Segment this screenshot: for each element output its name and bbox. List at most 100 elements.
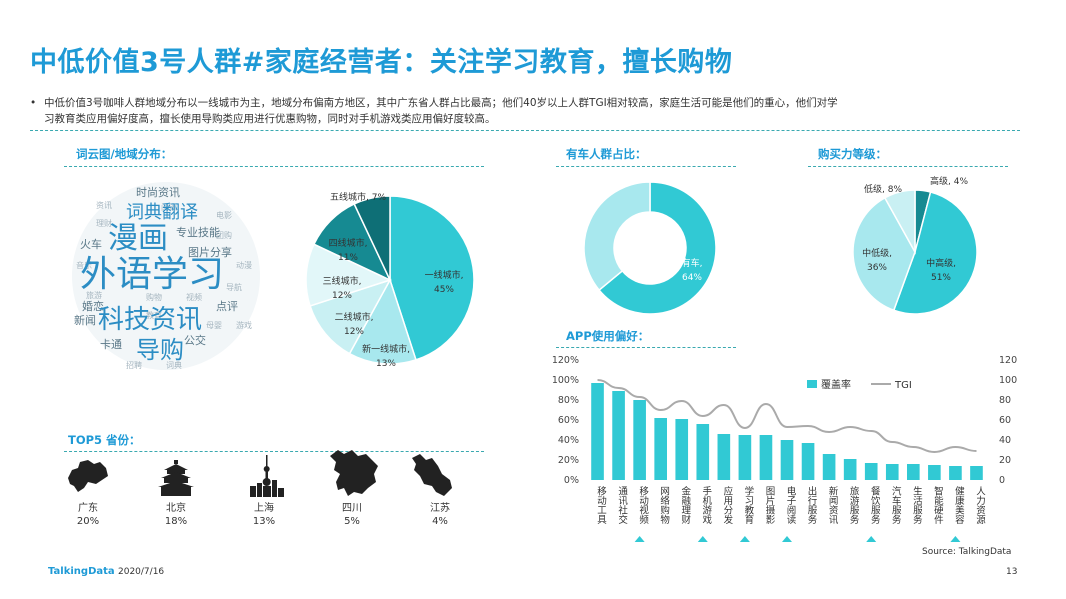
pie-slice [852, 196, 916, 312]
wordcloud-word: 卡通 [100, 338, 122, 351]
wordcloud-word: 词典 [166, 360, 182, 370]
jiangsu-map-icon [412, 454, 452, 496]
section-title-top5: TOP5 省份： [68, 433, 141, 447]
wordcloud-word: 资讯 [96, 200, 112, 210]
coverage-bar [864, 463, 878, 480]
x-tick-label: 金融理财 [679, 485, 691, 525]
section-title-app: APP使用偏好： [566, 329, 650, 343]
pie-label: 二线城市, 12% [335, 311, 374, 337]
x-tick-label: 移动工具 [595, 485, 607, 525]
highlight-marker [782, 536, 792, 542]
section-title-wordcloud: 词云图/地域分布： [76, 147, 173, 161]
wordcloud-word: 科技资讯 [98, 305, 202, 335]
pie-label: 有车, 64% [682, 257, 703, 283]
wordcloud-word: 阅读 [161, 202, 177, 212]
summary-line-2: 习教育类应用偏好度高，擅长使用导购类应用进行优惠购物，同时对手机游戏类应用偏好度… [44, 113, 496, 125]
x-tick-label: 新闻资讯 [827, 485, 839, 525]
wordcloud-word: 理财 [96, 218, 112, 228]
province-guangdong: 广东 20% [53, 502, 123, 528]
wordcloud-word: 导航 [226, 282, 242, 292]
x-tick-label: 通讯社交 [616, 486, 628, 525]
province-name: 江苏 [430, 503, 450, 514]
x-tick-label: 汽车服务 [890, 485, 902, 525]
legend-label-coverage: 覆盖率 [821, 378, 851, 391]
province-value: 4% [432, 516, 448, 527]
highlight-marker [866, 536, 877, 542]
section-title-purchase: 购买力等级： [818, 147, 887, 161]
coverage-bar [885, 464, 899, 480]
wordcloud-word: 时尚资讯 [136, 185, 180, 199]
province-name: 广东 [78, 503, 98, 514]
coverage-bar [970, 466, 983, 480]
x-tick-label: 智能硬件 [932, 485, 944, 525]
wordcloud-word: 外语学习 [80, 254, 224, 295]
wordcloud-word: 点评 [216, 300, 238, 313]
y-left-tick-label: 80% [558, 395, 579, 406]
wordcloud-word: 公交 [184, 333, 206, 347]
pie-slice [348, 278, 417, 365]
province-sichuan: 四川 5% [317, 502, 387, 528]
region-pie-chart: 一线城市, 45% 新一线城市, 13% 二线城市, 12% 三线城市, 12% 四线城市, 11… [305, 191, 475, 369]
wordcloud-word: 母婴 [206, 321, 222, 330]
province-value: 20% [76, 516, 100, 527]
pie-label: 新一线城市, 13% [362, 343, 410, 369]
province-shanghai: 上海 13% [229, 502, 299, 528]
x-tick-label: 人力资源 [974, 486, 986, 525]
date-label: 2020/7/16 [118, 567, 165, 577]
pie-slice [892, 191, 978, 315]
coverage-bar [801, 443, 815, 480]
coverage-bar [822, 454, 836, 480]
pie-slice [389, 195, 475, 361]
coverage-bar [759, 435, 773, 480]
page-number: 13 [1006, 567, 1018, 577]
x-tick-label: 健康美容 [953, 485, 965, 525]
wordcloud-word: 视频 [186, 292, 202, 302]
x-tick-label: 手机游戏 [700, 485, 712, 525]
wordcloud-word: 旅游 [86, 290, 102, 300]
province-jiangsu: 江苏 4% [405, 502, 475, 528]
y-right-tick-label: 20 [999, 455, 1011, 466]
x-tick-label: 网络购物 [658, 486, 670, 525]
pie-label: 四线城市, 11% [329, 237, 368, 263]
pie-label: 高级, 4% [930, 175, 968, 187]
beijing-temple-icon [158, 460, 194, 496]
source-note: Source: TalkingData [922, 547, 1012, 557]
y-right-tick-label: 0 [999, 475, 1005, 486]
wordcloud-word: 电影 [216, 210, 232, 220]
section-divider [556, 347, 736, 348]
pie-label: 五线城市, 7% [330, 191, 386, 203]
pie-label: 一线城市, 45% [425, 269, 464, 295]
wordcloud-word: 专业技能 [176, 225, 220, 239]
coverage-bar [780, 440, 794, 480]
header-divider [30, 130, 1020, 131]
province-beijing: 北京 18% [141, 502, 211, 528]
coverage-bar [738, 435, 752, 480]
pie-slice [353, 195, 391, 281]
app-preference-chart: 0% 20% 40% 60% 80% 100% 120% 0 20 40 60 80 100 120 移动工… [552, 355, 1017, 542]
wordcloud-word: 团购 [216, 230, 232, 240]
page-title: 中低价值3号人群#家庭经营者：关注学习教育，擅长购物 [30, 47, 733, 78]
coverage-bar [717, 434, 731, 480]
wordcloud-word: 动漫 [236, 260, 252, 270]
pie-slice [598, 181, 717, 315]
coverage-bar [907, 464, 920, 480]
y-right-tick-label: 100 [999, 375, 1017, 386]
section-divider [556, 166, 736, 167]
pie-slice [309, 278, 392, 355]
pie-slice [883, 189, 916, 255]
wordcloud-word: 新闻 [74, 313, 96, 327]
x-tick-label: 移动视频 [637, 485, 649, 525]
y-left-tick-label: 120% [552, 355, 579, 366]
section-divider [64, 166, 484, 167]
section-divider [64, 451, 484, 452]
coverage-bar [654, 418, 667, 480]
x-tick-label: 电子阅读 [785, 485, 797, 525]
pie-slice [305, 243, 393, 307]
province-value: 18% [164, 516, 188, 527]
y-left-tick-label: 40% [558, 435, 579, 446]
pie-label: 中低级, 36% [862, 247, 892, 273]
wordcloud-word: 漫画 [108, 221, 168, 256]
summary-line-1: 中低价值3号咖啡人群地域分布以一线城市为主，地域分布偏南方地区，其中广东省人群占… [44, 97, 838, 109]
pie-slice [583, 181, 651, 292]
wordcloud-word: 游戏 [236, 320, 252, 330]
